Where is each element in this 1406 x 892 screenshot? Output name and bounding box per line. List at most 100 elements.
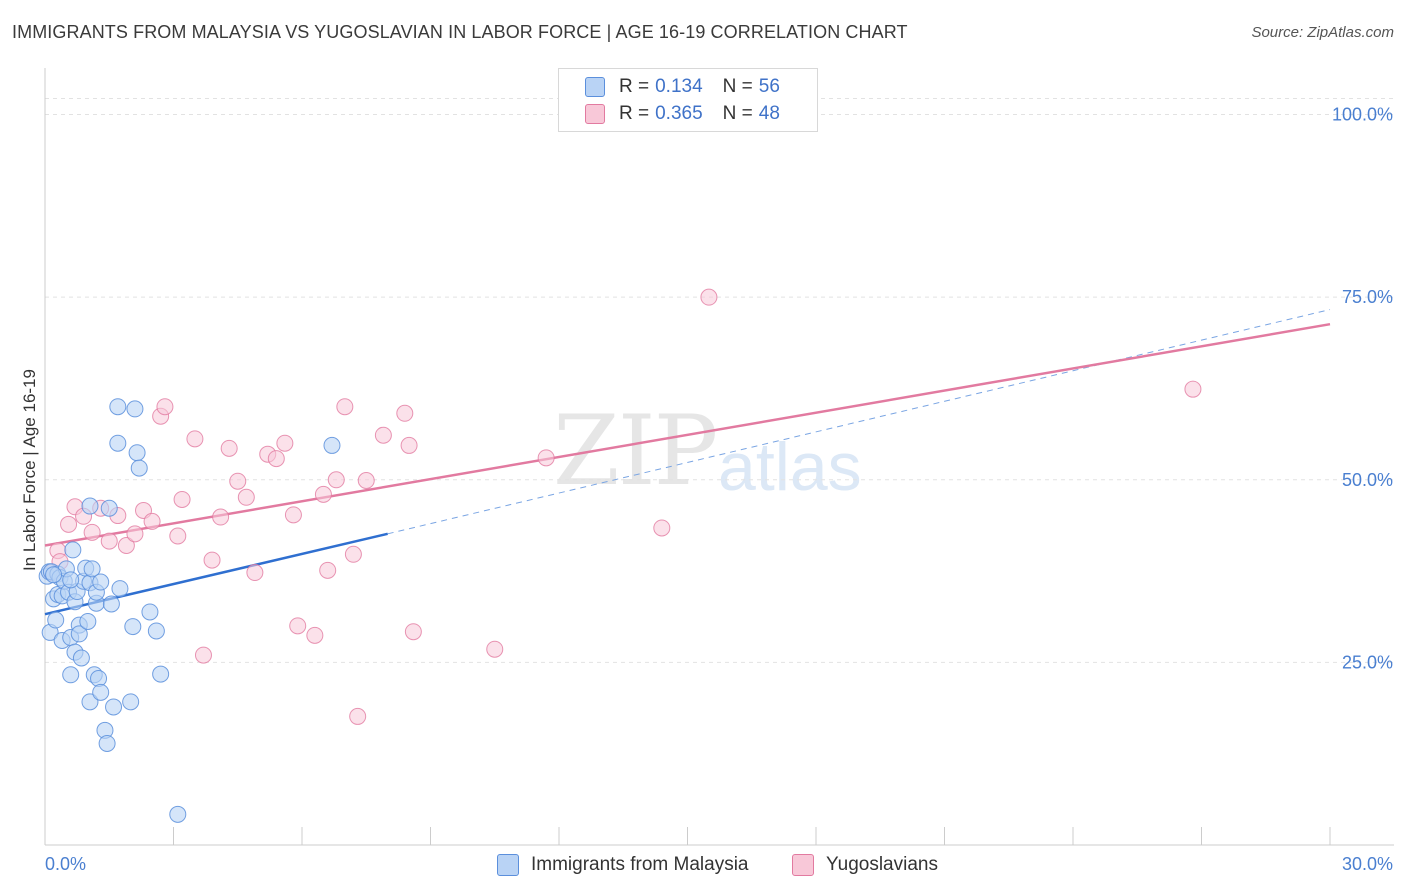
malaysia-point [83, 560, 101, 578]
yugoslavian-point [289, 617, 307, 635]
data-points [38, 106, 1202, 823]
yugoslavian-point [319, 561, 337, 579]
yugoslavian-point [306, 626, 324, 644]
malaysia-point [92, 573, 110, 591]
r-value: 0.365 [655, 103, 703, 124]
yugoslavian-point [267, 450, 285, 468]
yugoslavian-point [396, 404, 414, 422]
malaysia-point [141, 603, 159, 621]
yugoslavian-point [284, 506, 302, 524]
malaysia-point [45, 566, 63, 584]
malaysia-swatch [585, 77, 605, 97]
yugoslavian-point [327, 471, 345, 489]
malaysia-point [323, 436, 341, 454]
y-tick-label: 50.0% [1342, 470, 1393, 490]
yugoslavian-swatch [792, 854, 814, 876]
yugoslavian-point [486, 640, 504, 658]
malaysia-point [47, 611, 65, 629]
yugoslavian-point [143, 512, 161, 530]
yugoslavian-point [203, 551, 221, 569]
yugoslavian-point [404, 623, 422, 641]
yugoslavian-trend-line [44, 322, 1331, 547]
n-value: 48 [758, 103, 780, 124]
yugoslavian-point [83, 523, 101, 541]
yugoslavian-point [186, 430, 204, 448]
malaysia-point [62, 571, 80, 589]
malaysia-point [105, 698, 123, 716]
y-tick-label: 100.0% [1332, 105, 1393, 125]
malaysia-point [102, 595, 120, 613]
malaysia-point [128, 444, 146, 462]
yugoslavian-point [653, 519, 671, 537]
yugoslavian-point [60, 515, 78, 533]
malaysia-point [122, 693, 140, 711]
yugoslavian-point [700, 288, 718, 306]
r-label: R = [619, 76, 650, 97]
malaysia-point [70, 625, 88, 643]
malaysia-point [109, 434, 127, 452]
axes [44, 68, 1394, 846]
yugoslavian-point [344, 545, 362, 563]
n-label: N = [722, 76, 753, 97]
yugoslavian-point [194, 646, 212, 664]
yugoslavian-point [169, 527, 187, 545]
yugoslavian-point [1184, 380, 1202, 398]
tick-labels: 25.0% 50.0% 75.0% 100.0% 0.0% 30.0% [45, 105, 1393, 874]
r-value: 0.134 [655, 76, 703, 97]
yugoslavian-point [220, 439, 238, 457]
malaysia-point [79, 612, 97, 630]
yugoslavian-point [276, 434, 294, 452]
malaysia-point [92, 683, 110, 701]
malaysia-point [109, 398, 127, 416]
malaysia-point [62, 666, 80, 684]
yugoslavian-point [173, 490, 191, 508]
legend-item-yugoslavian[interactable]: Yugoslavians [792, 852, 938, 878]
malaysia-point [147, 622, 165, 640]
malaysia-point [72, 649, 90, 667]
malaysia-point [90, 669, 108, 687]
malaysia-point [81, 497, 99, 515]
malaysia-point [169, 805, 187, 823]
malaysia-point [81, 693, 99, 711]
trend-lines [44, 309, 1331, 616]
malaysia-point [98, 734, 116, 752]
r-label: R = [619, 103, 650, 124]
correlation-legend: R = 0.134 N = 56 R = 0.365 N = 48 [558, 68, 818, 132]
malaysia-point [64, 541, 82, 559]
yugoslavian-point [126, 525, 144, 543]
malaysia-point [152, 665, 170, 683]
yugoslavian-point [336, 398, 354, 416]
yugoslavian-point [229, 472, 247, 490]
malaysia-point [111, 580, 129, 598]
yugoslavian-point [314, 485, 332, 503]
x-tick-label: 0.0% [45, 854, 86, 874]
legend-row-malaysia: R = 0.134 N = 56 [585, 75, 780, 99]
y-tick-label: 25.0% [1342, 652, 1393, 672]
watermark-atlas: atlas [718, 429, 862, 505]
malaysia-trend-extension [387, 309, 1331, 535]
x-tick-label: 30.0% [1342, 854, 1393, 874]
legend-label-yugoslavian: Yugoslavians [826, 854, 938, 875]
yugoslavian-point [156, 398, 174, 416]
gridlines [45, 97, 1394, 663]
yugoslavian-point [400, 436, 418, 454]
yugoslavian-point [537, 449, 555, 467]
legend-item-malaysia[interactable]: Immigrants from Malaysia [497, 852, 749, 878]
yugoslavian-point [246, 564, 264, 582]
source-label: Source: ZipAtlas.com [1251, 24, 1394, 41]
yugoslavian-point [100, 532, 118, 550]
yugoslavian-point [357, 471, 375, 489]
yugoslavian-point [212, 508, 230, 526]
yugoslavian-point [237, 488, 255, 506]
yugoslavian-point [117, 537, 135, 555]
yugoslavian-point [374, 426, 392, 444]
chart-title: IMMIGRANTS FROM MALAYSIA VS YUGOSLAVIAN … [12, 22, 908, 42]
malaysia-point [126, 400, 144, 418]
legend-row-yugoslavian: R = 0.365 N = 48 [585, 102, 780, 126]
malaysia-point [100, 499, 118, 517]
n-label: N = [722, 103, 753, 124]
y-tick-label: 75.0% [1342, 287, 1393, 307]
legend-label-malaysia: Immigrants from Malaysia [531, 854, 749, 875]
yugoslavian-swatch [585, 104, 605, 124]
